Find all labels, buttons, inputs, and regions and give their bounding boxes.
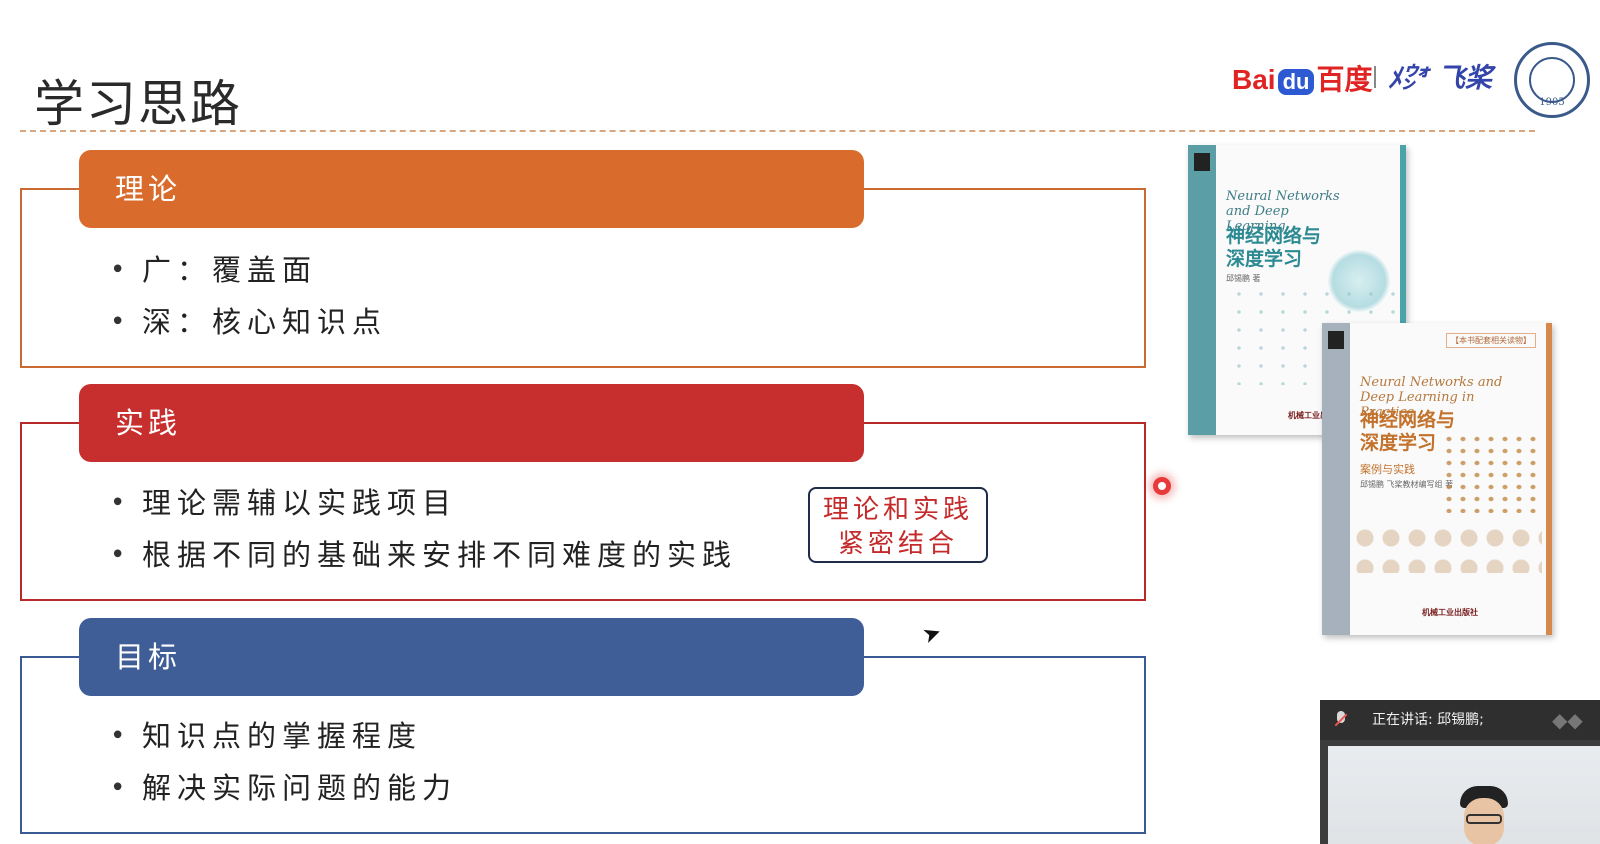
- fudan-seal-inner: [1529, 57, 1575, 103]
- speaker-avatar: [1458, 786, 1510, 844]
- book-author: 邱锡鹏 著: [1226, 274, 1261, 283]
- fudan-seal-icon: 1905: [1514, 42, 1590, 118]
- section-goal-bullets: 知识点的掌握程度 解决实际问题的能力: [110, 710, 457, 814]
- book-english-title: Neural Networks and Deep Learning in Pra…: [1360, 375, 1503, 420]
- baidu-logo: Bai du 百度: [1232, 58, 1372, 98]
- publisher-mark-icon: [1194, 153, 1210, 171]
- publisher-mark-icon: [1328, 331, 1344, 349]
- book-series-label: 【本书配套相关读物】: [1446, 333, 1536, 348]
- book-publisher: 机械工业出版社: [1422, 608, 1478, 617]
- section-goal-header: 目标: [79, 618, 864, 696]
- section-practice-bullets: 理论需辅以实践项目 根据不同的基础来安排不同难度的实践: [110, 477, 737, 581]
- video-toolbar: 正在讲话: 邱锡鹏; ◆◆: [1320, 700, 1600, 740]
- video-feed: [1328, 746, 1600, 844]
- baidu-logo-text-b: 百度: [1316, 64, 1373, 95]
- callout-line-1: 理论和实践: [822, 495, 973, 525]
- speaker-glasses: [1466, 814, 1502, 824]
- video-panel[interactable]: 正在讲话: 邱锡鹏; ◆◆: [1320, 700, 1600, 844]
- fudan-seal-year: 1905: [1539, 97, 1565, 108]
- logo-area: Bai du 百度 ﾒ㌆ 飞桨 1905: [1232, 42, 1592, 118]
- book-spine: [1322, 323, 1350, 635]
- book-cover-nndl-practice: 【本书配套相关读物】 Neural Networks and Deep Lear…: [1322, 323, 1552, 635]
- page-title: 学习思路: [34, 75, 242, 133]
- speaking-indicator: 正在讲话: 邱锡鹏;: [1372, 712, 1484, 728]
- book-chinese-title: 神经网络与深度学习: [1360, 409, 1456, 454]
- logo-separator: [1374, 66, 1376, 88]
- flowers-illustration-icon: [1352, 523, 1542, 573]
- section-theory-header: 理论: [79, 150, 864, 228]
- book-publisher: 机械工业出版社: [1288, 411, 1344, 420]
- list-item: 根据不同的基础来安排不同难度的实践: [110, 529, 737, 581]
- speaker-face: [1464, 798, 1504, 844]
- book-author: 邱锡鹏 飞桨教材编写组 著: [1360, 480, 1454, 489]
- laser-pointer-icon: [1153, 477, 1171, 495]
- book-english-title: Neural Networks and Deep Learning: [1226, 189, 1340, 234]
- list-item: 深：核心知识点: [110, 296, 387, 348]
- list-item: 知识点的掌握程度: [110, 710, 457, 762]
- list-item: 广：覆盖面: [110, 244, 387, 296]
- baidu-paw-icon: du: [1277, 69, 1315, 95]
- mic-muted-icon[interactable]: [1334, 711, 1348, 729]
- book-subtitle: 案例与实践: [1360, 463, 1415, 476]
- section-practice-header: 实践: [79, 384, 864, 462]
- callout-line-2: 紧密结合: [837, 529, 958, 559]
- list-item: 理论需辅以实践项目: [110, 477, 737, 529]
- callout-box: 理论和实践 紧密结合: [808, 487, 988, 563]
- book-chinese-title: 神经网络与深度学习: [1226, 225, 1322, 270]
- mouse-cursor-icon: ➤: [919, 619, 946, 650]
- birds-illustration-icon: [1442, 433, 1542, 513]
- layout-icon[interactable]: ◆◆: [1552, 708, 1583, 732]
- baidu-logo-text-a: Bai: [1232, 64, 1276, 95]
- paddlepaddle-logo: ﾒ㌆ 飞桨: [1388, 63, 1492, 94]
- title-divider: [20, 130, 1535, 132]
- list-item: 解决实际问题的能力: [110, 762, 457, 814]
- book-spine: [1188, 145, 1216, 435]
- section-theory-bullets: 广：覆盖面 深：核心知识点: [110, 244, 387, 348]
